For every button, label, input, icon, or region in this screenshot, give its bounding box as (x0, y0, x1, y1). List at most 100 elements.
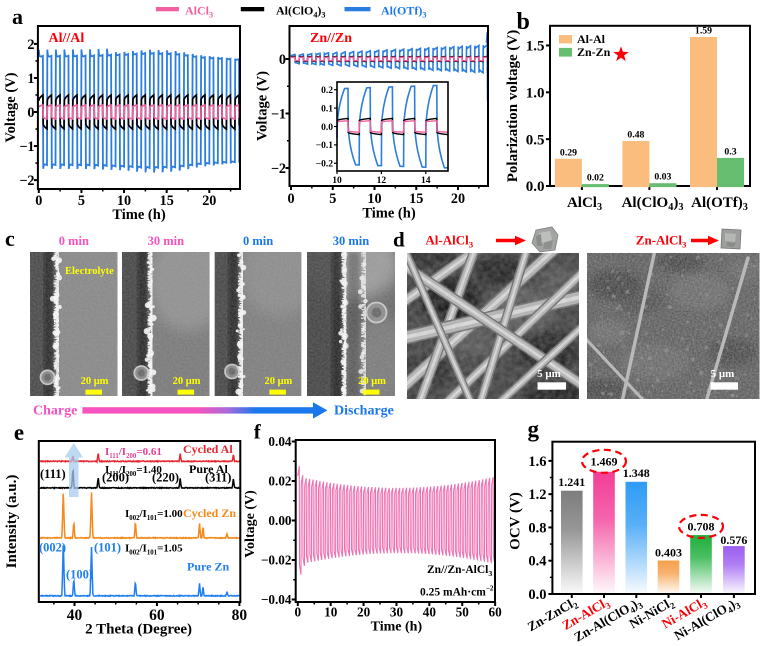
svg-text:0.00: 0.00 (268, 513, 291, 528)
svg-text:0: 0 (27, 105, 34, 121)
svg-text:Voltage (V): Voltage (V) (3, 72, 19, 142)
svg-text:Time (h): Time (h) (371, 620, 423, 635)
svg-text:20: 20 (357, 605, 371, 620)
svg-text:(100): (100) (66, 568, 93, 582)
svg-text:a: a (12, 4, 23, 29)
svg-text:Voltage (V): Voltage (V) (255, 71, 271, 141)
svg-text:d: d (393, 228, 405, 252)
svg-text:Zn//Zn: Zn//Zn (310, 31, 352, 46)
svg-text:0 min: 0 min (59, 234, 89, 248)
svg-text:40: 40 (67, 607, 83, 624)
svg-text:0.0: 0.0 (321, 123, 333, 133)
svg-text:0.708: 0.708 (688, 520, 715, 534)
svg-text:80: 80 (232, 607, 248, 624)
svg-text:0.4: 0.4 (528, 554, 546, 570)
svg-text:0.29: 0.29 (560, 147, 577, 158)
svg-text:1.5: 1.5 (526, 39, 545, 55)
svg-text:0.0: 0.0 (526, 179, 545, 195)
svg-text:(002): (002) (39, 541, 66, 555)
svg-text:1.6: 1.6 (528, 454, 546, 470)
svg-text:0.25 mAh·cm−2: 0.25 mAh·cm−2 (420, 585, 494, 599)
svg-text:Zn-AlCl3: Zn-AlCl3 (636, 233, 687, 250)
svg-text:0.48: 0.48 (627, 130, 644, 141)
svg-text:0: 0 (279, 52, 286, 68)
svg-text:(200): (200) (102, 471, 129, 485)
svg-text:10: 10 (117, 193, 131, 209)
svg-text:20 μm: 20 μm (173, 376, 201, 387)
svg-text:I111/I200=1.40: I111/I200=1.40 (105, 464, 162, 478)
svg-text:Al(OTf)3: Al(OTf)3 (691, 195, 748, 213)
svg-text:Zn-Zn: Zn-Zn (577, 45, 611, 59)
svg-text:0.5: 0.5 (526, 132, 545, 148)
svg-text:0.1: 0.1 (321, 104, 333, 114)
svg-text:Electrolyte: Electrolyte (65, 266, 114, 277)
svg-text:(101): (101) (94, 541, 121, 555)
svg-text:−2: −2 (271, 161, 286, 177)
svg-text:1.0: 1.0 (526, 86, 545, 102)
svg-text:OCV (V): OCV (V) (508, 492, 524, 550)
svg-text:2: 2 (27, 37, 34, 53)
svg-text:c: c (5, 226, 15, 251)
svg-text:15: 15 (409, 191, 423, 207)
svg-text:1.2: 1.2 (528, 487, 546, 503)
svg-text:Al//Al: Al//Al (49, 31, 85, 46)
svg-text:e: e (14, 420, 24, 445)
svg-text:10: 10 (367, 191, 381, 207)
svg-text:40: 40 (423, 605, 437, 620)
svg-text:I002/I101=1.05: I002/I101=1.05 (125, 543, 183, 557)
svg-text:AlCl3: AlCl3 (567, 195, 602, 213)
svg-text:1: 1 (27, 71, 34, 87)
svg-text:0: 0 (295, 605, 302, 620)
svg-text:Al-Al: Al-Al (577, 32, 606, 46)
svg-text:−0.02: −0.02 (261, 553, 292, 568)
svg-text:−0.2: −0.2 (316, 160, 334, 170)
svg-text:0.2: 0.2 (321, 86, 333, 96)
svg-text:0: 0 (35, 193, 42, 209)
svg-text:10: 10 (324, 605, 338, 620)
svg-text:30 min: 30 min (333, 234, 370, 248)
svg-text:I111/I200=0.61: I111/I200=0.61 (105, 446, 162, 460)
svg-text:0.04: 0.04 (268, 434, 291, 449)
svg-text:0 min: 0 min (243, 234, 273, 248)
svg-text:1.241: 1.241 (558, 475, 585, 489)
svg-text:Polarization voltage (V): Polarization voltage (V) (505, 30, 521, 182)
svg-text:Voltage (V): Voltage (V) (243, 490, 258, 558)
svg-text:I002/I101=1.00: I002/I101=1.00 (125, 508, 183, 522)
svg-text:20 μm: 20 μm (264, 376, 292, 387)
svg-text:0.02: 0.02 (587, 173, 604, 184)
svg-text:Intensity (a.u.): Intensity (a.u.) (4, 475, 20, 569)
svg-text:5: 5 (329, 191, 336, 207)
svg-text:(111): (111) (40, 467, 66, 481)
svg-text:1.348: 1.348 (623, 466, 650, 480)
svg-text:Al(ClO4)3: Al(ClO4)3 (276, 4, 326, 20)
svg-text:0.576: 0.576 (720, 533, 747, 547)
svg-text:−1: −1 (271, 106, 286, 122)
svg-text:30: 30 (390, 605, 404, 620)
svg-text:1.469: 1.469 (591, 455, 618, 469)
svg-text:0.03: 0.03 (654, 172, 671, 183)
svg-text:5: 5 (78, 193, 85, 209)
svg-text:Al-AlCl3: Al-AlCl3 (425, 233, 473, 250)
svg-text:60: 60 (489, 605, 503, 620)
svg-text:Zn//Zn-AlCl3: Zn//Zn-AlCl3 (427, 564, 492, 578)
svg-text:Al(OTf)3: Al(OTf)3 (381, 4, 426, 20)
svg-text:30 min: 30 min (148, 234, 185, 248)
svg-text:−0.04: −0.04 (261, 592, 292, 607)
svg-text:0.3: 0.3 (724, 146, 736, 157)
svg-text:Time (h): Time (h) (362, 206, 415, 222)
svg-text:−0.1: −0.1 (316, 141, 334, 151)
svg-text:2 Theta (Degree): 2 Theta (Degree) (85, 622, 192, 638)
svg-text:Pure Al: Pure Al (189, 462, 228, 476)
svg-text:20 μm: 20 μm (81, 376, 109, 387)
svg-text:g: g (528, 416, 540, 441)
svg-text:20: 20 (451, 191, 465, 207)
svg-text:20 μm: 20 μm (358, 376, 386, 387)
svg-text:Discharge: Discharge (334, 404, 394, 419)
svg-text:0: 0 (287, 191, 294, 207)
svg-text:f: f (254, 420, 262, 444)
svg-text:0.02: 0.02 (268, 474, 291, 489)
svg-text:(220): (220) (152, 471, 179, 485)
svg-text:Cycled Zn: Cycled Zn (183, 506, 236, 520)
svg-text:Pure Zn: Pure Zn (187, 560, 229, 574)
svg-text:10: 10 (332, 176, 342, 186)
